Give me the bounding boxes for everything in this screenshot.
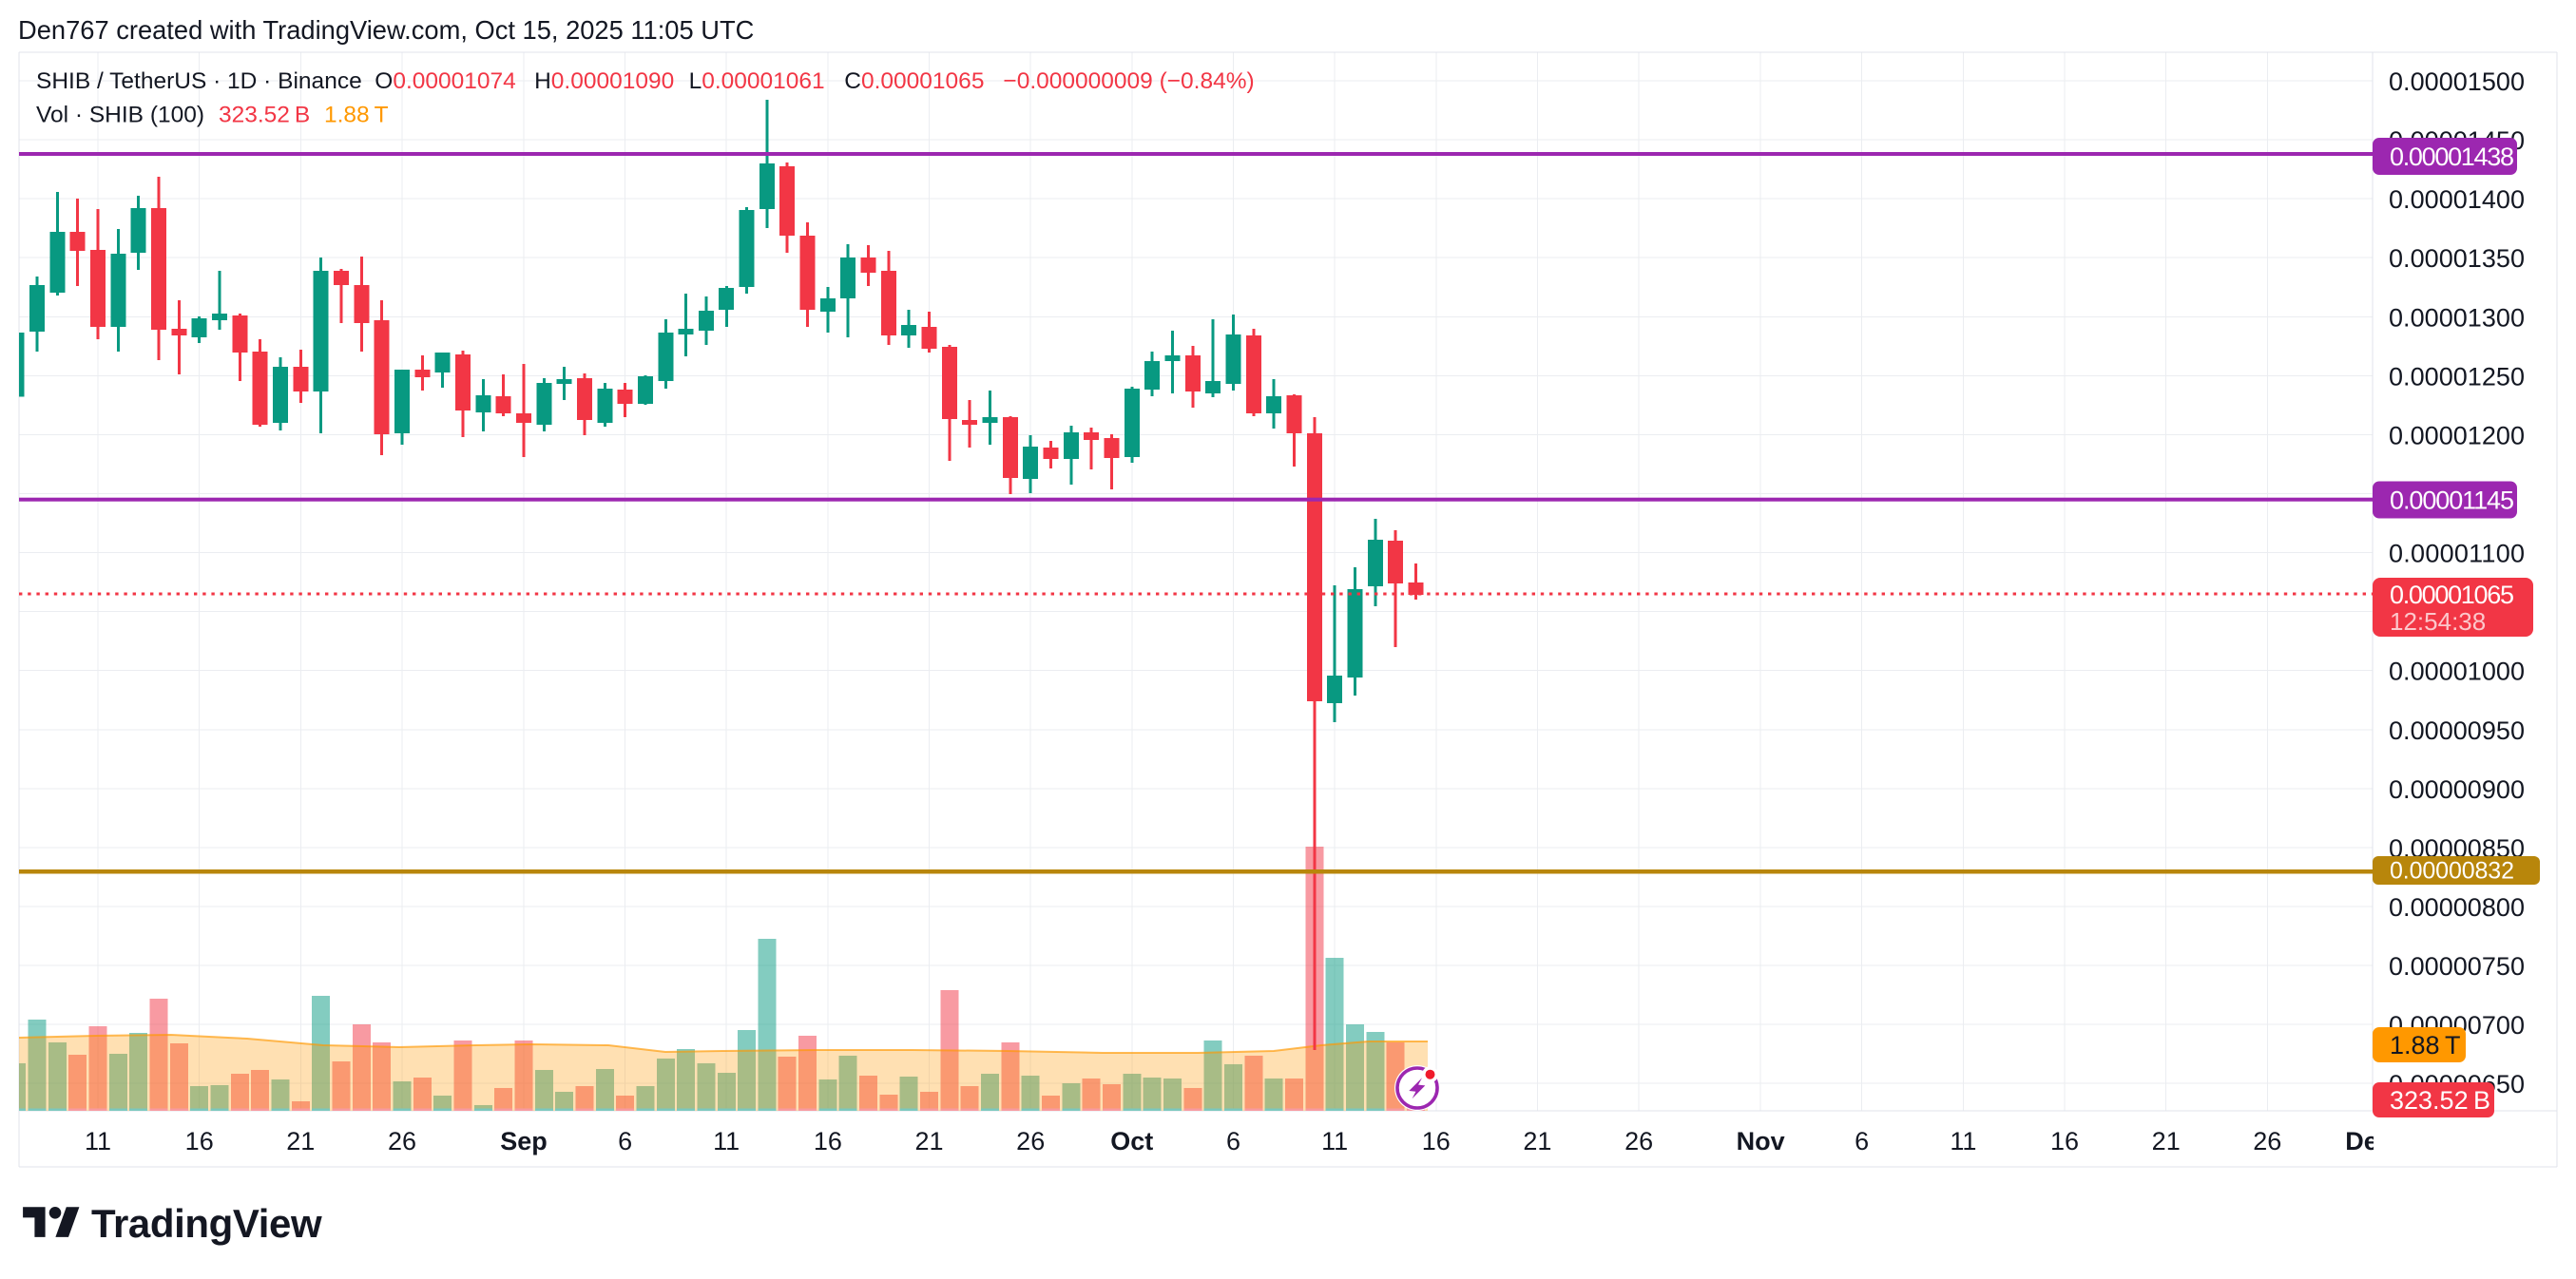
svg-text:0.00000900: 0.00000900: [2389, 775, 2525, 804]
svg-text:0.00000832: 0.00000832: [2390, 858, 2514, 885]
svg-text:Dec: Dec: [2345, 1127, 2393, 1155]
svg-text:323.52 B: 323.52 B: [2390, 1086, 2490, 1115]
svg-text:16: 16: [185, 1127, 214, 1155]
svg-text:SHIB / TetherUS · 1D · Binance: SHIB / TetherUS · 1D · Binance O0.0000107…: [36, 68, 1255, 94]
svg-text:6: 6: [1855, 1127, 1869, 1155]
svg-text:Nov: Nov: [1737, 1127, 1785, 1155]
svg-text:26: 26: [1016, 1127, 1045, 1155]
svg-text:11: 11: [1950, 1127, 1976, 1155]
svg-text:12:54:38: 12:54:38: [2390, 607, 2486, 636]
svg-text:0.00001438: 0.00001438: [2390, 143, 2514, 171]
svg-text:26: 26: [388, 1127, 416, 1155]
svg-text:Oct: Oct: [1110, 1127, 1153, 1155]
svg-text:21: 21: [2152, 1127, 2181, 1155]
svg-text:0.00001350: 0.00001350: [2389, 244, 2525, 273]
svg-text:21: 21: [1523, 1127, 1551, 1155]
svg-text:21: 21: [286, 1127, 315, 1155]
svg-text:0.00001400: 0.00001400: [2389, 185, 2525, 214]
svg-text:1.88 T: 1.88 T: [2390, 1031, 2460, 1059]
svg-text:16: 16: [1422, 1127, 1451, 1155]
svg-text:0.00001250: 0.00001250: [2389, 362, 2525, 391]
svg-text:0.00001100: 0.00001100: [2389, 540, 2525, 568]
svg-text:0.00001065: 0.00001065: [2390, 581, 2514, 609]
svg-text:0.00001300: 0.00001300: [2389, 303, 2525, 332]
svg-text:26: 26: [2253, 1127, 2281, 1155]
svg-text:0.00000750: 0.00000750: [2389, 952, 2525, 981]
svg-text:0.00001145: 0.00001145: [2390, 487, 2514, 515]
svg-text:0.00001500: 0.00001500: [2389, 67, 2525, 96]
svg-text:16: 16: [814, 1127, 842, 1155]
svg-text:21: 21: [914, 1127, 943, 1155]
svg-text:TradingView: TradingView: [91, 1201, 322, 1246]
svg-text:11: 11: [713, 1127, 740, 1155]
svg-text:0.00001200: 0.00001200: [2389, 421, 2525, 449]
svg-text:11: 11: [1321, 1127, 1348, 1155]
svg-text:Sep: Sep: [500, 1127, 548, 1155]
svg-text:26: 26: [1624, 1127, 1653, 1155]
svg-text:Den767 created with TradingVie: Den767 created with TradingView.com, Oct…: [18, 15, 754, 45]
svg-text:11: 11: [85, 1127, 111, 1155]
svg-text:0.00000800: 0.00000800: [2389, 893, 2525, 922]
svg-text:0.00000950: 0.00000950: [2389, 716, 2525, 745]
svg-text:0.00001000: 0.00001000: [2389, 658, 2525, 686]
svg-text:6: 6: [1226, 1127, 1240, 1155]
svg-text:16: 16: [2050, 1127, 2079, 1155]
svg-text:6: 6: [618, 1127, 632, 1155]
